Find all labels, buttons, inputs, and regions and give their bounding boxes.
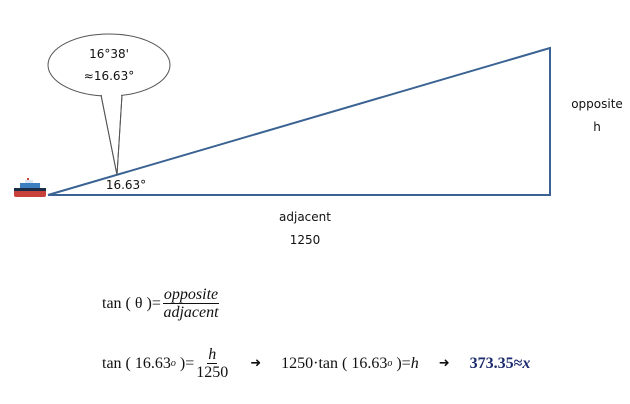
equals: = xyxy=(185,354,195,372)
triangle xyxy=(47,46,551,196)
callout-decimal: ≈16.63° xyxy=(83,69,135,83)
numerator: opposite xyxy=(162,286,220,304)
ratio-fraction: h 1250 xyxy=(196,346,228,381)
approx-sign: ≈ xyxy=(513,354,523,372)
formula-definition: tan ( θ ) = opposite adjacent xyxy=(102,286,220,321)
step-rhs: h xyxy=(410,354,419,372)
numerator: h xyxy=(207,346,218,364)
result-value: 373.35 xyxy=(469,354,514,372)
ratio-fraction: opposite adjacent xyxy=(162,286,220,321)
callout-dms: 16°38' xyxy=(89,47,129,61)
tan-fn: tan xyxy=(102,294,122,312)
equals: = xyxy=(401,354,411,372)
arrow-icon: ➜ xyxy=(250,356,262,371)
degree-mark: o xyxy=(387,358,393,369)
equals: = xyxy=(151,294,161,312)
arrow-icon: ➜ xyxy=(438,356,450,371)
denominator: adjacent xyxy=(163,304,219,321)
step-angle: 16.63 xyxy=(351,354,388,372)
result-variable: x xyxy=(522,354,531,372)
ship-icon xyxy=(14,178,46,197)
degree-mark: o xyxy=(170,358,176,369)
callout-bubble xyxy=(47,33,171,176)
step-coefficient: 1250·tan xyxy=(281,354,339,372)
angle-value: 16.63 xyxy=(134,354,171,372)
opposite-label: opposite xyxy=(571,97,623,111)
adjacent-value: 1250 xyxy=(289,233,321,247)
denominator: 1250 xyxy=(196,364,229,381)
adjacent-label: adjacent xyxy=(279,210,331,224)
result: 373.35≈x xyxy=(470,355,531,373)
angle-label: 16.63° xyxy=(105,178,147,192)
formula-solution: tan ( 16.63 o ) = h 1250 ➜ 1250·tan ( 16.6… xyxy=(102,346,531,381)
opposite-value: h xyxy=(593,120,601,134)
tan-fn: tan xyxy=(102,354,122,372)
theta: θ xyxy=(134,294,143,312)
